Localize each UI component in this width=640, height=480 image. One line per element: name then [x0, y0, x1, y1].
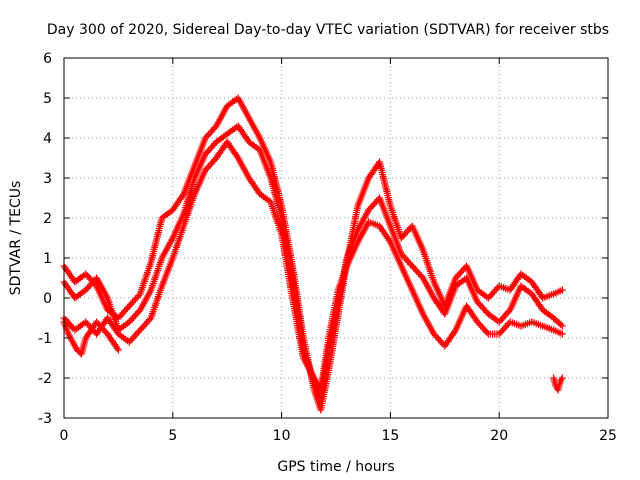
y-tick-label: -3 [38, 411, 52, 427]
y-tick-label: 2 [43, 211, 52, 227]
y-tick-label: 0 [43, 291, 52, 307]
y-tick-label: 6 [43, 51, 52, 67]
x-tick-label: 10 [273, 428, 291, 444]
y-tick-label: -1 [38, 331, 52, 347]
axis-ticks: 0 5 10 15 20 25 -3 -2 -1 0 1 2 3 4 5 6 [38, 51, 617, 444]
y-tick-label: 1 [43, 251, 52, 267]
y-tick-label: 5 [43, 91, 52, 107]
x-tick-label: 25 [599, 428, 617, 444]
y-tick-label: 4 [43, 131, 52, 147]
series-markers [60, 122, 566, 402]
data-series [60, 94, 566, 414]
plot-frame [63, 57, 609, 419]
y-tick-label: 3 [43, 171, 52, 187]
series-3 [60, 138, 566, 394]
x-tick-label: 5 [168, 428, 177, 444]
y-tick-label: -2 [38, 371, 52, 387]
series-markers [60, 138, 566, 394]
series-1 [60, 94, 566, 414]
series-5 [550, 374, 566, 394]
x-tick-label: 0 [60, 428, 69, 444]
series-2 [60, 122, 566, 402]
series-markers [550, 374, 566, 394]
grid-lines [64, 58, 608, 418]
x-tick-label: 15 [381, 428, 399, 444]
y-axis-title: SDTVAR / TECUs [8, 181, 24, 296]
x-tick-label: 20 [490, 428, 508, 444]
chart-title: Day 300 of 2020, Sidereal Day-to-day VTE… [47, 22, 609, 38]
x-axis-title: GPS time / hours [277, 459, 394, 475]
series-markers [60, 94, 566, 414]
